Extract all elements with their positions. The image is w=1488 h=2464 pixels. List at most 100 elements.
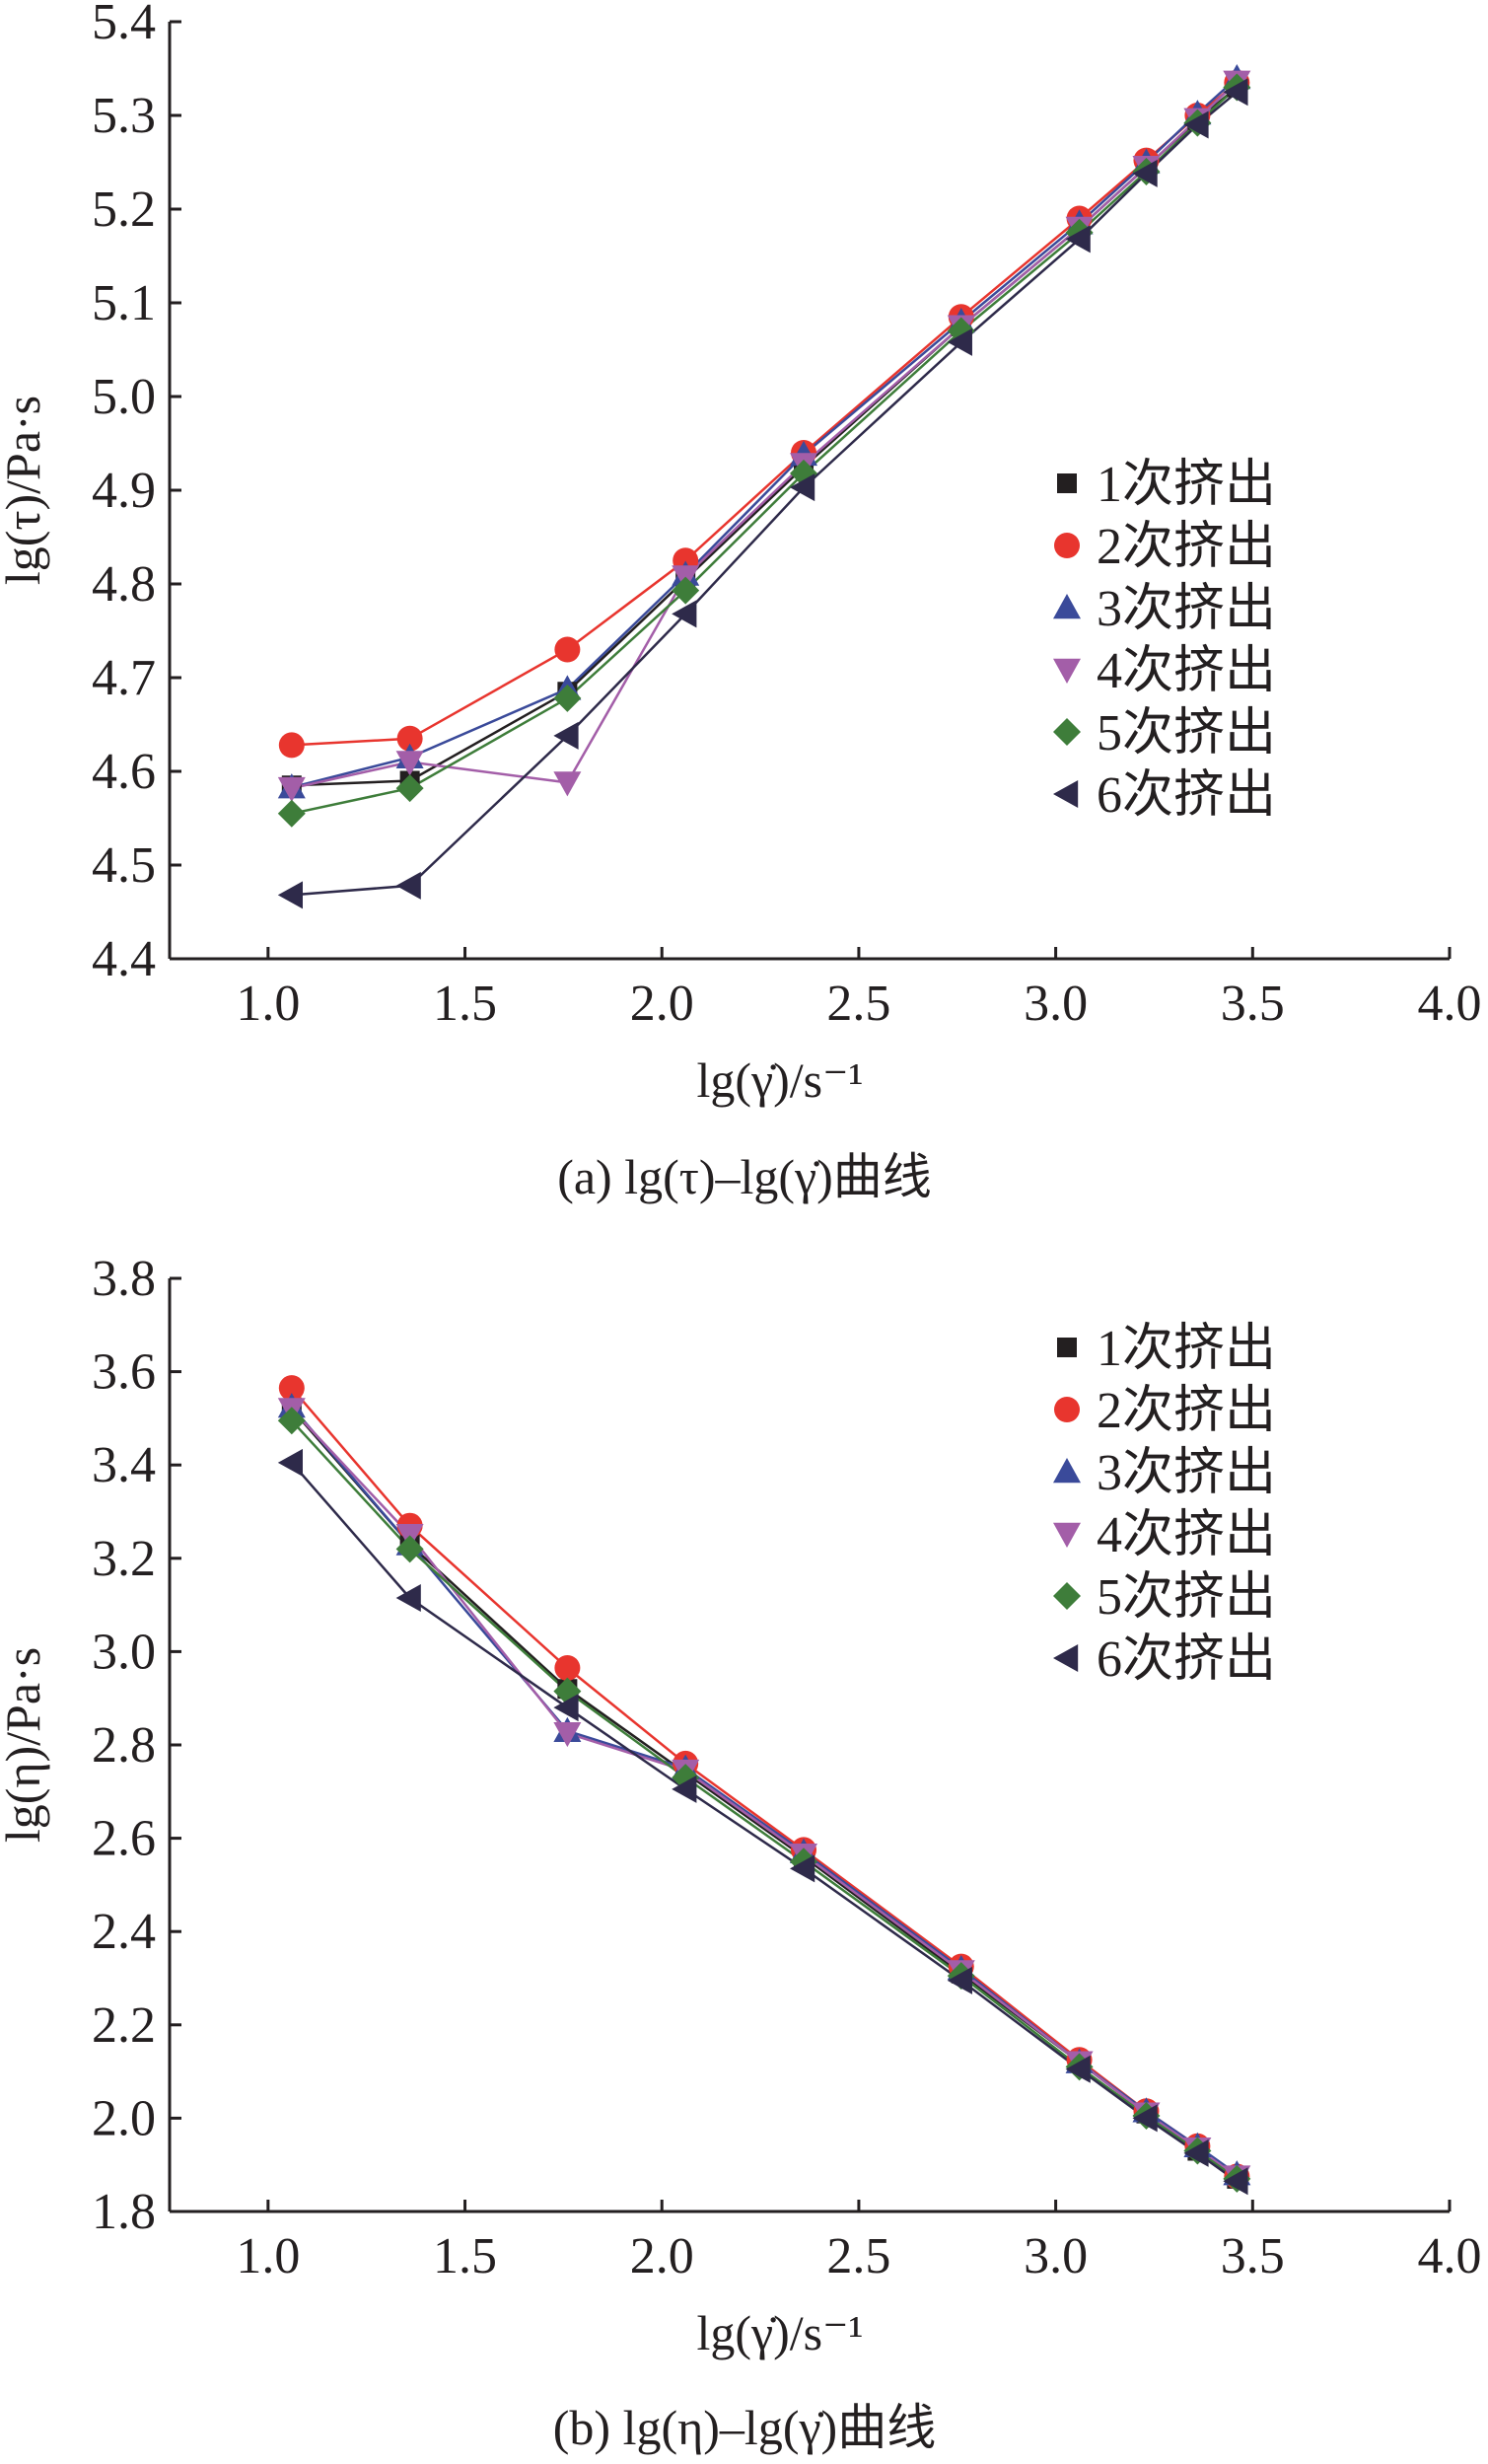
legend-label-5: 5次挤出 <box>1097 1569 1276 1626</box>
x-tick-label: 1.0 <box>236 976 300 1032</box>
data-point-series-6 <box>277 881 304 909</box>
x-tick-label: 1.5 <box>433 2228 497 2284</box>
x-tick-label: 3.0 <box>1024 2228 1088 2284</box>
legend-label-3: 3次挤出 <box>1097 581 1276 637</box>
data-point-series-6 <box>1183 110 1209 139</box>
series-line-2 <box>290 1387 1239 2178</box>
y-tick-label: 5.3 <box>92 88 156 144</box>
y-tick-label: 2.8 <box>92 1717 156 1774</box>
legend-marker-6 <box>1053 780 1079 808</box>
x-tick-label: 4.0 <box>1418 2228 1482 2284</box>
legend-marker-2 <box>1054 1397 1080 1422</box>
x-axis-label: lg(γ̇)/s⁻¹ <box>696 1052 863 1108</box>
chart-a-caption: (a) lg(τ)–lg(γ̇)曲线 <box>557 1149 932 1204</box>
data-point-series-6 <box>1065 225 1091 254</box>
y-tick-label: 2.0 <box>92 2090 156 2146</box>
x-tick-label: 3.0 <box>1024 976 1088 1032</box>
series-line-5 <box>291 86 1239 816</box>
y-tick-label: 3.6 <box>92 1344 156 1401</box>
y-tick-label: 2.4 <box>92 1904 156 1960</box>
legend-label-4: 4次挤出 <box>1097 1507 1276 1563</box>
legend-marker-2 <box>1054 533 1080 558</box>
y-axis-label: lg(τ)/Pa·s <box>0 396 50 585</box>
x-tick-label: 2.0 <box>630 2228 694 2284</box>
y-tick-label: 5.0 <box>92 369 156 425</box>
legend-label-1: 1次挤出 <box>1097 1321 1276 1377</box>
data-point-series-6 <box>1132 159 1158 187</box>
legend-marker-4 <box>1053 1522 1081 1548</box>
y-tick-label: 3.4 <box>92 1437 156 1493</box>
legend-marker-4 <box>1053 658 1081 684</box>
data-point-series-5 <box>395 774 424 803</box>
chart-b-viscosity: 1.8 2.0 2.2 2.4 2.6 2.8 3.0 3.2 3.4 3.6 3.8 1.0 1.5 2… <box>0 1251 1482 2360</box>
data-point-series-6 <box>1132 2104 1158 2133</box>
series-line-5 <box>290 1419 1239 2180</box>
data-point-series-6 <box>395 1584 421 1613</box>
y-tick-label: 4.7 <box>92 650 156 706</box>
series-line-1 <box>290 1408 1239 2180</box>
y-tick-label: 3.2 <box>92 1531 156 1587</box>
data-point-series-6 <box>277 1448 304 1477</box>
data-point-series-6 <box>790 1854 815 1883</box>
y-tick-label: 5.2 <box>92 181 156 238</box>
legend-marker-1 <box>1057 1338 1077 1357</box>
data-point-series-5 <box>277 1407 306 1435</box>
series-line-4 <box>290 1408 1239 2178</box>
chart-a-shear-stress: 4.4 4.5 4.6 4.7 4.8 4.9 5.0 5.1 5.2 5.3 5.4 1.0 1.5 2… <box>0 0 1482 1108</box>
y-axis-label: lg(η)/Pa·s <box>0 1647 50 1843</box>
x-tick-label: 4.0 <box>1418 976 1482 1032</box>
data-point-series-2 <box>278 1375 305 1402</box>
legend-marker-6 <box>1053 1644 1079 1672</box>
y-tick-label: 3.8 <box>92 1251 156 1307</box>
data-point-series-6 <box>1223 2167 1248 2196</box>
y-tick-label: 5.4 <box>92 0 156 50</box>
data-point-series-5 <box>553 684 582 712</box>
legend-label-4: 4次挤出 <box>1097 643 1276 699</box>
data-point-series-5 <box>277 799 306 828</box>
y-tick-label: 2.2 <box>92 1997 156 2054</box>
data-point-series-6 <box>947 327 972 356</box>
data-point-series-4 <box>553 771 582 797</box>
data-point-series-4 <box>553 1721 582 1748</box>
legend-marker-1 <box>1057 473 1077 493</box>
x-tick-label: 1.0 <box>236 2228 300 2284</box>
y-tick-label: 4.8 <box>92 556 156 613</box>
legend-label-3: 3次挤出 <box>1097 1445 1276 1501</box>
y-tick-label: 4.4 <box>92 931 156 987</box>
chart-b-caption: (b) lg(η)–lg(γ̇)曲线 <box>553 2400 936 2455</box>
x-tick-label: 3.5 <box>1221 976 1285 1032</box>
series-line-1 <box>291 86 1239 787</box>
legend-label-2: 2次挤出 <box>1097 519 1276 575</box>
data-point-series-6 <box>1183 2138 1209 2167</box>
data-point-series-2 <box>554 1654 581 1681</box>
data-point-series-6 <box>395 871 421 900</box>
data-point-series-2 <box>278 732 305 759</box>
data-point-series-6 <box>947 1966 972 1994</box>
x-tick-label: 2.0 <box>630 976 694 1032</box>
data-point-series-6 <box>553 721 579 750</box>
y-tick-label: 1.8 <box>92 2184 156 2240</box>
data-point-series-6 <box>553 1694 579 1722</box>
y-tick-label: 2.6 <box>92 1811 156 1867</box>
y-tick-label: 3.0 <box>92 1624 156 1680</box>
legend-label-1: 1次挤出 <box>1097 457 1276 513</box>
data-point-series-6 <box>790 473 815 502</box>
data-point-series-2 <box>396 725 423 752</box>
data-point-series-6 <box>672 600 697 628</box>
y-tick-label: 4.6 <box>92 744 156 800</box>
data-point-series-4 <box>277 776 306 803</box>
y-tick-label: 4.5 <box>92 837 156 894</box>
legend-marker-5 <box>1053 1582 1081 1610</box>
y-tick-label: 5.1 <box>92 275 156 331</box>
legend-marker-5 <box>1053 718 1081 746</box>
series-line-3 <box>290 1406 1239 2176</box>
legend-marker-3 <box>1053 594 1081 619</box>
data-point-series-5 <box>395 1535 424 1563</box>
data-point-series-2 <box>554 636 581 663</box>
data-point-series-4 <box>395 751 424 776</box>
x-axis-label: lg(γ̇)/s⁻¹ <box>696 2305 863 2360</box>
legend-label-2: 2次挤出 <box>1097 1383 1276 1439</box>
series-line-6 <box>290 1461 1239 2183</box>
x-tick-label: 1.5 <box>433 976 497 1032</box>
